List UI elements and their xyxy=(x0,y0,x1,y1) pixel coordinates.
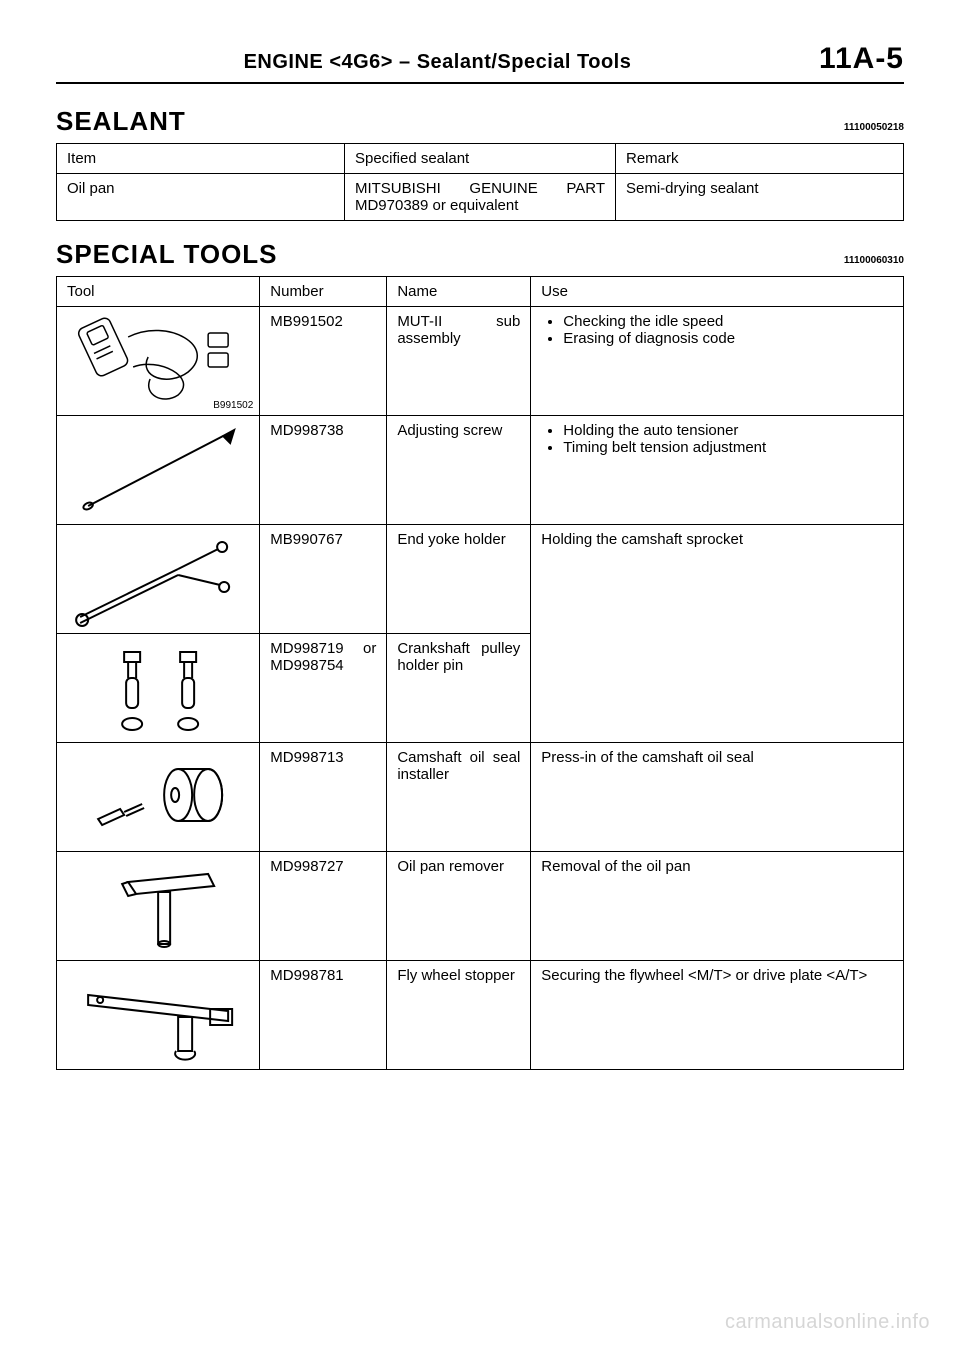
tool-number: MD998781 xyxy=(260,961,387,1070)
pulley-holder-pin-icon xyxy=(57,634,259,742)
table-row: B991502 MB991502 MUT-II sub assembly Che… xyxy=(57,307,904,416)
tool-image-cell xyxy=(57,961,260,1070)
tool-name: MUT-II sub assembly xyxy=(387,307,531,416)
table-row: MD998713 Camshaft oil seal installer Pre… xyxy=(57,743,904,852)
sealant-item: Oil pan xyxy=(57,174,345,221)
tool-number: MD998719 or MD998754 xyxy=(260,634,387,743)
use-item: Timing belt tension adjustment xyxy=(563,439,893,456)
table-row: Oil pan MITSUBISHI GENUINE PART MD970389… xyxy=(57,174,904,221)
sealant-header-spec: Specified sealant xyxy=(344,144,615,174)
watermark: carmanualsonline.info xyxy=(725,1311,930,1334)
header-page-number: 11A-5 xyxy=(819,42,904,76)
tool-image-cell: B991502 xyxy=(57,307,260,416)
tools-title-row: SPECIAL TOOLS 11100060310 xyxy=(56,239,904,270)
tools-header-number: Number xyxy=(260,277,387,307)
tool-number: MD998727 xyxy=(260,852,387,961)
use-item: Checking the idle speed xyxy=(563,313,893,330)
tool-name: Crankshaft pulley holder pin xyxy=(387,634,531,743)
tool-use: Holding the camshaft sprocket xyxy=(531,525,904,743)
sealant-code: 11100050218 xyxy=(844,122,904,133)
tool-image-cell xyxy=(57,416,260,525)
sealant-remark: Semi-drying sealant xyxy=(616,174,904,221)
tools-table: Tool Number Name Use xyxy=(56,276,904,1070)
sealant-title-row: SEALANT 11100050218 xyxy=(56,106,904,137)
tool-image-cell xyxy=(57,743,260,852)
mut-ii-icon xyxy=(57,307,259,415)
tool-image-cell xyxy=(57,634,260,743)
tool-number: MB990767 xyxy=(260,525,387,634)
tool-name: Oil pan remover xyxy=(387,852,531,961)
tools-code: 11100060310 xyxy=(844,255,904,266)
tool-use: Press-in of the camshaft oil seal xyxy=(531,743,904,852)
tool-name: Camshaft oil seal installer xyxy=(387,743,531,852)
flywheel-stopper-icon xyxy=(57,961,259,1069)
sealant-title: SEALANT xyxy=(56,106,844,137)
sealant-header-remark: Remark xyxy=(616,144,904,174)
tool-name: Fly wheel stopper xyxy=(387,961,531,1070)
tool-use: Securing the flywheel <M/T> or drive pla… xyxy=(531,961,904,1070)
header-title: ENGINE <4G6> – Sealant/Special Tools xyxy=(56,51,819,74)
sealant-header-item: Item xyxy=(57,144,345,174)
tool-number: MB991502 xyxy=(260,307,387,416)
page-header: ENGINE <4G6> – Sealant/Special Tools 11A… xyxy=(56,42,904,84)
tool-image-cell xyxy=(57,852,260,961)
tool-use: Holding the auto tensioner Timing belt t… xyxy=(531,416,904,525)
tool-number: MD998713 xyxy=(260,743,387,852)
end-yoke-holder-icon xyxy=(57,525,259,633)
table-row: MD998738 Adjusting screw Holding the aut… xyxy=(57,416,904,525)
tools-title: SPECIAL TOOLS xyxy=(56,239,844,270)
sealant-spec: MITSUBISHI GENUINE PART MD970389 or equi… xyxy=(344,174,615,221)
adjusting-screw-icon xyxy=(57,416,259,524)
tools-header-use: Use xyxy=(531,277,904,307)
use-item: Erasing of diagnosis code xyxy=(563,330,893,347)
table-row: MD998781 Fly wheel stopper Securing the … xyxy=(57,961,904,1070)
tools-header-name: Name xyxy=(387,277,531,307)
tool-number: MD998738 xyxy=(260,416,387,525)
tool-name: Adjusting screw xyxy=(387,416,531,525)
table-row: Item Specified sealant Remark xyxy=(57,144,904,174)
sealant-table: Item Specified sealant Remark Oil pan MI… xyxy=(56,143,904,221)
tool-use: Removal of the oil pan xyxy=(531,852,904,961)
tool-name: End yoke holder xyxy=(387,525,531,634)
tools-header-tool: Tool xyxy=(57,277,260,307)
oil-seal-installer-icon xyxy=(57,743,259,851)
table-row: Tool Number Name Use xyxy=(57,277,904,307)
page: ENGINE <4G6> – Sealant/Special Tools 11A… xyxy=(0,0,960,1358)
tool-use: Checking the idle speed Erasing of diagn… xyxy=(531,307,904,416)
tool-image-label: B991502 xyxy=(213,400,253,411)
oil-pan-remover-icon xyxy=(57,852,259,960)
tool-image-cell xyxy=(57,525,260,634)
table-row: MB990767 End yoke holder Holding the cam… xyxy=(57,525,904,634)
use-item: Holding the auto tensioner xyxy=(563,422,893,439)
table-row: MD998727 Oil pan remover Removal of the … xyxy=(57,852,904,961)
